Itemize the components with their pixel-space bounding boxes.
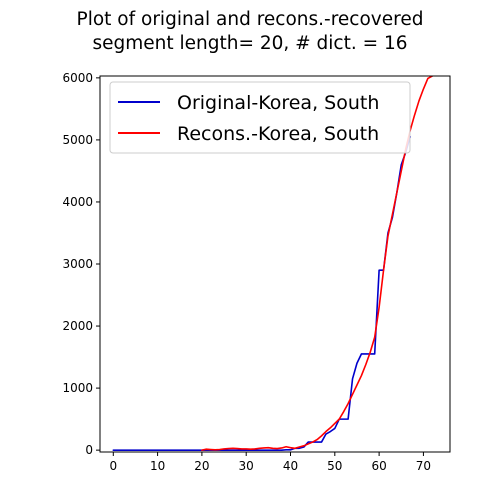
series-line-recons	[201, 76, 434, 451]
y-tick-label: 5000	[62, 133, 93, 147]
series-line-original	[112, 136, 411, 451]
x-tick-label: 0	[109, 459, 117, 473]
plot-area	[112, 76, 434, 451]
x-tick-label: 70	[416, 459, 431, 473]
y-tick-label: 2000	[62, 319, 93, 333]
y-tick-label: 6000	[62, 71, 93, 85]
legend: Original-Korea, South Recons.-Korea, Sou…	[109, 81, 411, 154]
x-tick-label: 20	[194, 459, 209, 473]
y-tick-label: 0	[85, 443, 93, 457]
legend-box	[109, 81, 411, 154]
x-tick-label: 50	[327, 459, 342, 473]
x-tick-label: 40	[283, 459, 298, 473]
chart-title-line-2: segment length= 20, # dict. = 16	[92, 33, 407, 54]
series-group	[112, 76, 434, 451]
x-tick-label: 60	[371, 459, 386, 473]
axes: 0 10 20 30 40 50 60 70 0 1000 2000 3000 4000 5000 6000	[62, 71, 451, 473]
y-tick-label: 1000	[62, 381, 93, 395]
x-tick-label: 30	[239, 459, 254, 473]
y-tick-label: 4000	[62, 195, 93, 209]
y-tick-label: 3000	[62, 257, 93, 271]
x-tick-label: 10	[150, 459, 165, 473]
legend-label-original: Original-Korea, South	[177, 92, 379, 114]
legend-label-recons: Recons.-Korea, South	[177, 123, 379, 145]
chart-title-line-1: Plot of original and recons.-recovered	[77, 9, 424, 30]
